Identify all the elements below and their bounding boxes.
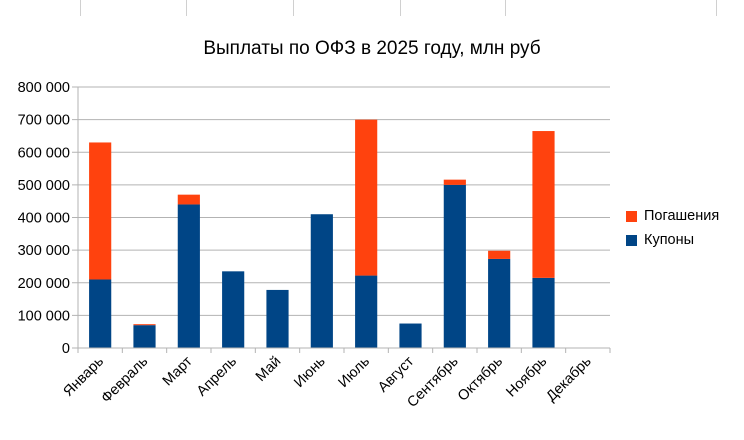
x-tick-label: Март <box>160 353 196 389</box>
bar-coupons <box>89 279 112 348</box>
bar-coupons <box>399 323 422 348</box>
x-tick-label: Апрель <box>194 354 240 400</box>
bar-redemptions <box>443 179 466 185</box>
x-tick-label: Июнь <box>291 354 328 391</box>
legend-label-coupons: Купоны <box>644 232 695 248</box>
legend-item-redemptions: Погашения <box>626 204 719 228</box>
legend-label-redemptions: Погашения <box>644 208 720 224</box>
bar-redemptions <box>133 324 156 326</box>
y-tick-label: 100 000 <box>18 308 70 324</box>
y-tick-label: 500 000 <box>18 178 70 194</box>
bar-coupons <box>310 214 333 348</box>
y-tick-label: 300 000 <box>18 243 70 259</box>
bar-redemptions <box>177 194 200 205</box>
bar-redemptions <box>89 142 112 280</box>
bar-redemptions <box>355 119 378 276</box>
y-tick-label: 600 000 <box>18 145 70 161</box>
bar-coupons <box>222 271 245 348</box>
bar-coupons <box>488 258 511 348</box>
legend-item-coupons: Купоны <box>626 228 719 252</box>
chart-legend: Погашения Купоны <box>626 204 719 252</box>
y-tick-label: 200 000 <box>18 276 70 292</box>
bar-redemptions <box>532 131 555 278</box>
y-tick-label: 800 000 <box>18 80 70 96</box>
x-tick-label: Февраль <box>98 354 151 407</box>
spreadsheet-gridlines <box>0 0 744 18</box>
x-tick-label: Декабрь <box>543 354 594 405</box>
bar-coupons <box>355 275 378 348</box>
bar-coupons <box>133 325 156 348</box>
legend-swatch-redemptions <box>626 210 637 222</box>
bar-coupons <box>266 289 289 348</box>
bar-redemptions <box>488 250 511 259</box>
y-tick-label: 0 <box>62 341 70 357</box>
y-tick-label: 700 000 <box>18 113 70 129</box>
legend-swatch-coupons <box>626 234 637 246</box>
bar-coupons <box>177 204 200 348</box>
chart-title: Выплаты по ОФЗ в 2025 году, млн руб <box>203 38 541 59</box>
x-tick-label: Май <box>253 354 284 385</box>
x-tick-label: Июль <box>336 354 373 391</box>
bar-coupons <box>443 184 466 348</box>
y-tick-label: 400 000 <box>18 211 70 227</box>
x-tick-label: Октябрь <box>455 354 506 405</box>
x-tick-label: Август <box>375 353 417 395</box>
bar-coupons <box>532 277 555 348</box>
